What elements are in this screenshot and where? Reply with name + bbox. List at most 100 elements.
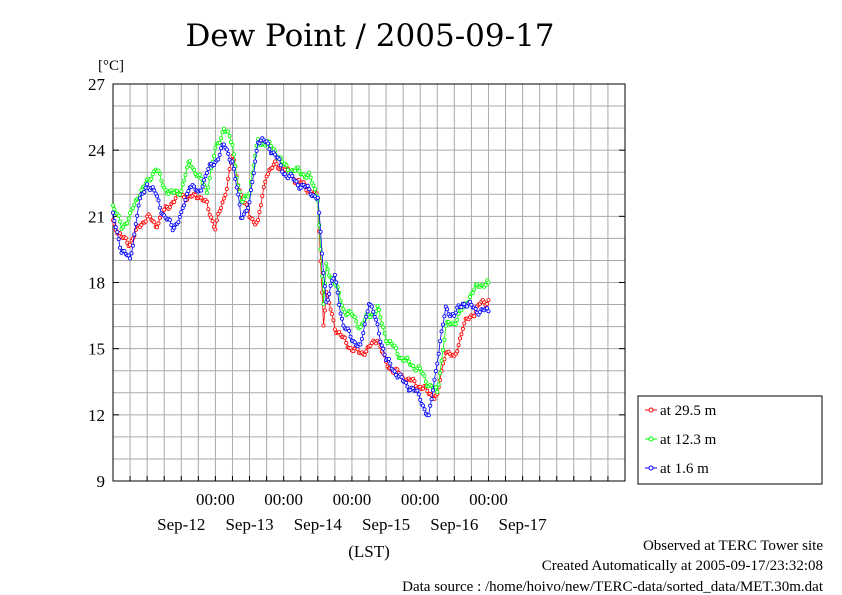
data-point [318,229,323,234]
data-point [193,192,198,197]
data-point [217,152,222,157]
data-point [430,388,435,393]
y-tick-label: 12 [88,406,105,425]
data-point [116,237,121,242]
data-point [420,403,425,408]
data-point [320,274,325,279]
data-point [155,225,160,230]
data-point [226,129,231,134]
data-point [260,193,265,198]
data-point [224,147,229,152]
x-date-label: Sep-14 [294,515,343,534]
legend-box [637,395,823,485]
data-point [220,200,225,205]
data-point [213,227,218,232]
data-point [152,220,157,225]
x-date-label: Sep-16 [430,515,478,534]
data-point [304,175,309,180]
data-point [156,198,161,203]
data-point [186,188,191,193]
data-point [211,153,216,158]
data-point [179,189,184,194]
legend-marker [648,436,654,442]
data-point [376,331,381,336]
data-point [418,397,423,402]
data-point [240,215,245,220]
data-point [219,205,224,210]
data-point [184,165,189,170]
footer-source: Data source : /home/hoivo/new/TERC-data/… [402,579,824,595]
data-point [246,194,251,199]
data-point [118,245,123,250]
data-point [201,178,206,183]
data-point [376,307,381,312]
data-point [382,331,387,336]
data-point [258,203,263,208]
data-point [152,188,157,193]
data-point [179,210,184,215]
data-point [473,306,478,311]
data-point [460,326,465,331]
data-point [246,205,251,210]
data-point [256,218,261,223]
data-point [213,145,218,150]
data-point [435,389,440,394]
legend-marker [648,465,654,471]
data-point [204,170,209,175]
data-point [130,206,135,211]
data-point [418,366,423,371]
data-point [183,197,188,202]
x-axis: 00:00 00:00 00:00 00:00 00:00 Sep-12 Sep-13 Sep… [129,476,609,534]
data-point [112,218,117,223]
data-point [177,192,182,197]
data-point [132,202,137,207]
data-point [274,162,279,167]
data-point [125,240,130,245]
data-point [359,336,364,341]
data-point [331,276,336,281]
y-axis: 9 12 15 18 21 24 27 [88,75,625,491]
data-point [365,309,370,314]
data-point [435,361,440,366]
data-point [137,196,142,201]
data-point [217,209,222,214]
data-point [379,343,384,348]
data-point [277,157,282,162]
data-point [206,207,211,212]
data-point [334,280,339,285]
data-point [362,322,367,327]
data-point [338,311,343,316]
data-point [442,337,447,342]
data-point [423,379,428,384]
data-point [411,363,416,368]
data-point [167,217,172,222]
data-point [265,171,270,176]
data-point [128,256,133,261]
data-point [113,225,118,230]
data-point [465,304,470,309]
data-point [230,142,235,147]
data-point [315,195,320,200]
data-point [174,188,179,193]
data-point [157,171,162,176]
data-point [219,146,224,151]
data-point [361,330,366,335]
data-point [192,184,197,189]
data-point [459,332,464,337]
y-tick-label: 21 [88,207,105,226]
data-point [167,205,172,210]
data-point [403,380,408,385]
data-point [371,309,376,314]
data-point [297,169,302,174]
data-point [472,314,477,319]
data-point [184,192,189,197]
data-point [472,287,477,292]
data-point [321,301,326,306]
data-point [177,214,182,219]
data-point [455,317,460,322]
data-point [197,172,202,177]
data-point [337,302,342,307]
data-point [352,340,357,345]
data-point [129,251,134,256]
data-point [116,213,121,218]
